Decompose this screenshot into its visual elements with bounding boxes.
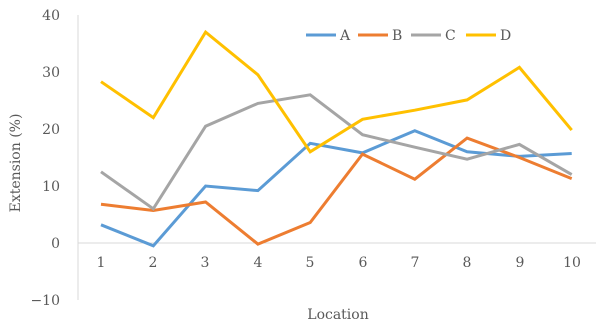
legend-label-c: C <box>445 28 456 44</box>
x-tick-label: 9 <box>516 255 525 271</box>
legend-label-b: B <box>392 28 402 44</box>
y-tick-label: −10 <box>30 293 60 309</box>
series-lines <box>100 29 573 248</box>
series-line-c <box>100 93 573 211</box>
y-axis-title: Extension (%) <box>8 114 24 213</box>
y-tick-label: 10 <box>42 179 60 195</box>
y-tick-label: 0 <box>51 236 60 252</box>
legend-item-b: B <box>358 28 402 44</box>
x-tick-label: 10 <box>563 255 581 271</box>
x-tick-label: 3 <box>201 255 210 271</box>
series-line-a <box>100 129 572 248</box>
legend-label-a: A <box>339 28 351 44</box>
x-tick-label: 5 <box>306 255 315 271</box>
x-tick-label: 8 <box>463 255 472 271</box>
y-tick-label: 40 <box>42 8 60 24</box>
series-line-d <box>100 29 573 154</box>
x-tick-label: 6 <box>359 255 368 271</box>
y-tick-label: 30 <box>42 65 60 81</box>
x-tick-label: 1 <box>97 255 106 271</box>
y-tick-labels: 40 30 20 10 0 −10 <box>30 8 60 309</box>
y-tick-label: 20 <box>42 122 60 138</box>
legend-item-c: C <box>411 28 456 44</box>
legend-label-d: D <box>500 28 511 44</box>
legend-item-a: A <box>306 28 351 44</box>
x-tick-labels: 1 2 3 4 5 6 7 8 9 10 <box>97 255 581 271</box>
legend-item-d: D <box>466 28 511 44</box>
x-tick-label: 2 <box>149 255 158 271</box>
x-tick-label: 7 <box>411 255 420 271</box>
x-axis-title: Location <box>307 307 368 323</box>
x-tick-label: 4 <box>254 255 263 271</box>
legend: A B C D <box>306 28 511 44</box>
series-line-b <box>100 136 573 246</box>
